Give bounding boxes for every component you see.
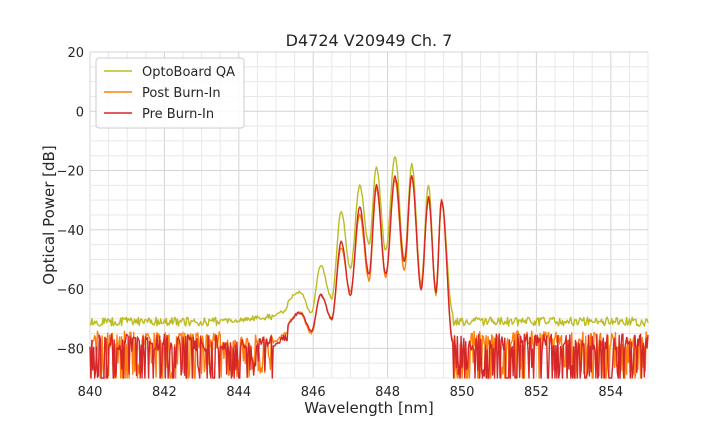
series-line-optoboard-qa	[89, 156, 649, 327]
x-tick-label: 842	[152, 385, 177, 400]
x-tick-label: 852	[524, 385, 549, 400]
chart-title: D4724 V20949 Ch. 7	[286, 31, 453, 50]
y-tick-labels: 20 0 −20 −40 −60 −80	[57, 46, 84, 357]
legend-label: Pre Burn-In	[142, 107, 214, 122]
x-tick-label: 854	[598, 385, 623, 400]
y-tick-label: −40	[57, 224, 84, 239]
legend-label: OptoBoard QA	[142, 65, 235, 80]
y-tick-label: −20	[57, 165, 84, 180]
y-axis-label: Optical Power [dB]	[40, 145, 58, 284]
legend: OptoBoard QA Post Burn-In Pre Burn-In	[95, 57, 245, 129]
x-tick-labels: 840 842 844 846 848 850 852 854	[78, 385, 624, 400]
x-tick-label: 848	[375, 385, 400, 400]
x-tick-label: 850	[450, 385, 475, 400]
x-tick-label: 846	[301, 385, 326, 400]
y-tick-label: −60	[57, 283, 84, 298]
y-tick-label: 0	[76, 105, 84, 120]
x-tick-label: 844	[226, 385, 251, 400]
legend-label: Post Burn-In	[142, 86, 221, 101]
series-line-pre-burn-in	[89, 175, 649, 379]
y-tick-label: 20	[67, 46, 84, 61]
series-lines	[89, 156, 649, 379]
series-line-post-burn-in	[89, 174, 649, 379]
y-tick-label: −80	[57, 342, 84, 357]
x-tick-label: 840	[78, 385, 103, 400]
legend-box	[95, 57, 245, 129]
x-axis-label: Wavelength [nm]	[304, 399, 434, 417]
